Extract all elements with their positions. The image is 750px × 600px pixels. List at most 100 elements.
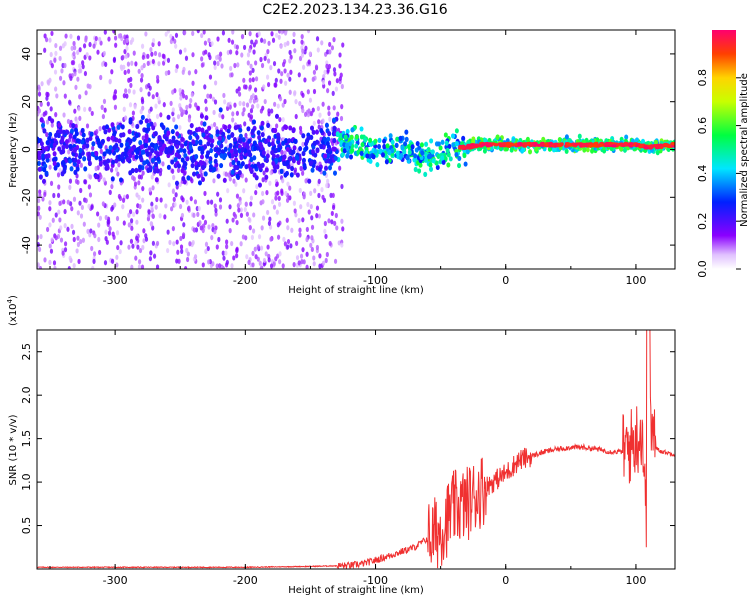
spectrogram-cell: [74, 84, 78, 90]
spectrogram-cell: [301, 170, 305, 176]
spectrogram-cell: [202, 121, 207, 127]
spectrogram-cell: [138, 247, 143, 254]
spectrogram-cell: [211, 261, 215, 267]
spectrogram-cell: [315, 147, 320, 153]
spectrogram-cell: [309, 190, 313, 196]
spectrogram-cell: [42, 128, 47, 134]
spectrogram-cell: [141, 244, 145, 251]
spectrogram-cell: [58, 128, 63, 134]
spectrogram-cell: [548, 141, 553, 145]
spectrogram-cell: [274, 113, 279, 119]
spectrogram-cell: [54, 212, 58, 218]
spectrogram-cell: [98, 155, 103, 161]
spectrogram-cell: [375, 162, 380, 168]
spectrogram-cell: [360, 142, 365, 148]
spectrogram-cell: [153, 149, 158, 155]
spectrogram-cell: [114, 42, 118, 48]
spectrogram-cell: [229, 65, 233, 72]
spectrogram-cell: [251, 104, 255, 110]
spectrogram-cell: [62, 129, 67, 135]
spectrogram-cell: [232, 136, 237, 143]
spectrogram-cell: [72, 134, 77, 140]
spectrogram-cell: [229, 49, 233, 55]
spectrogram-cell: [103, 107, 107, 113]
spectrogram-cell: [276, 234, 281, 240]
spectrogram-cell: [200, 32, 204, 39]
spectrogram-cell: [239, 207, 243, 213]
spectrogram-cell: [171, 89, 175, 95]
spectrogram-cell: [328, 116, 332, 122]
spectrogram-cell: [59, 237, 64, 243]
spectrogram-cell: [319, 143, 324, 150]
spectrogram-cell: [189, 122, 194, 129]
spectrogram-cell: [253, 87, 258, 93]
spectrogram-cell: [341, 42, 345, 48]
spectrogram-cell: [310, 125, 315, 131]
spectrogram-cell: [106, 219, 110, 225]
spectrogram-cell: [176, 114, 181, 120]
spectrogram-cell: [137, 259, 142, 265]
spectrogram-cell: [77, 258, 81, 265]
spectrogram-cell: [63, 208, 67, 215]
spectrogram-cell: [207, 37, 211, 44]
spectrogram-cell: [37, 211, 40, 217]
spectrogram-cell: [75, 248, 79, 254]
spectrogram-cell: [37, 246, 42, 252]
spectrogram-cell: [129, 209, 133, 215]
spectrogram-cell: [142, 62, 146, 69]
spectrogram-cell: [251, 262, 255, 268]
spectrogram-cell: [398, 154, 403, 160]
spectrogram-cell: [72, 196, 77, 202]
spectrogram-cell: [454, 128, 459, 134]
spectrogram-cell: [235, 50, 239, 56]
spectrogram-cell: [446, 152, 451, 158]
spectrogram-cell: [46, 101, 50, 107]
spectrogram-cell: [371, 154, 376, 160]
spectrogram-cell: [428, 162, 433, 168]
spectrogram-cell: [181, 69, 185, 75]
spectrogram-cell: [77, 106, 81, 112]
spectrogram-cell: [387, 150, 392, 156]
spectrogram-cell: [148, 187, 152, 193]
spectrogram-cell: [378, 148, 383, 154]
spectrogram-cell: [261, 105, 265, 111]
spectrogram-cell: [58, 55, 62, 62]
spectrogram-cell: [154, 103, 158, 109]
spectrogram-cell: [207, 224, 211, 230]
spectrogram-cell: [178, 181, 182, 188]
spectrogram-cell: [103, 129, 108, 135]
spectrogram-cell: [176, 167, 181, 174]
spectrogram-cell: [76, 210, 80, 216]
spectrogram-cell: [90, 204, 94, 210]
spectrogram-cell: [280, 30, 284, 35]
spectrogram-cell: [292, 145, 297, 151]
spectrogram-cell: [429, 138, 434, 144]
spectrogram-x-axis-label: Height of straight line (km): [288, 285, 424, 296]
spectrogram-cell: [47, 135, 52, 142]
spectrogram-cell: [235, 173, 240, 179]
spectrogram-cell: [436, 141, 441, 147]
spectrogram-cell: [153, 50, 158, 57]
spectrogram-cell: [327, 131, 332, 137]
spectrogram-cell: [188, 134, 193, 141]
spectrogram-cell: [285, 146, 290, 152]
spectrogram-cell: [231, 111, 235, 117]
spectrogram-cell: [484, 142, 490, 146]
spectrogram-cell: [292, 200, 297, 206]
spectrogram-cell: [199, 172, 204, 179]
spectrogram-cell: [394, 142, 399, 148]
spectrogram-cell: [98, 161, 103, 167]
spectrogram-cell: [97, 236, 101, 243]
spectrogram-cell: [257, 234, 262, 240]
spectrogram-cell: [260, 131, 265, 138]
spectrogram-cell: [204, 115, 209, 121]
spectrogram-cell: [291, 127, 296, 134]
spectrogram-cell: [125, 93, 129, 99]
spectrogram-cell: [315, 36, 320, 42]
spectrogram-cell: [135, 219, 139, 225]
spectrogram-cell: [43, 33, 47, 39]
spectrogram-cell: [130, 264, 134, 269]
spectrogram-cell: [218, 51, 223, 57]
spectrogram-cell: [228, 204, 232, 210]
spectrogram-cell: [264, 174, 269, 180]
